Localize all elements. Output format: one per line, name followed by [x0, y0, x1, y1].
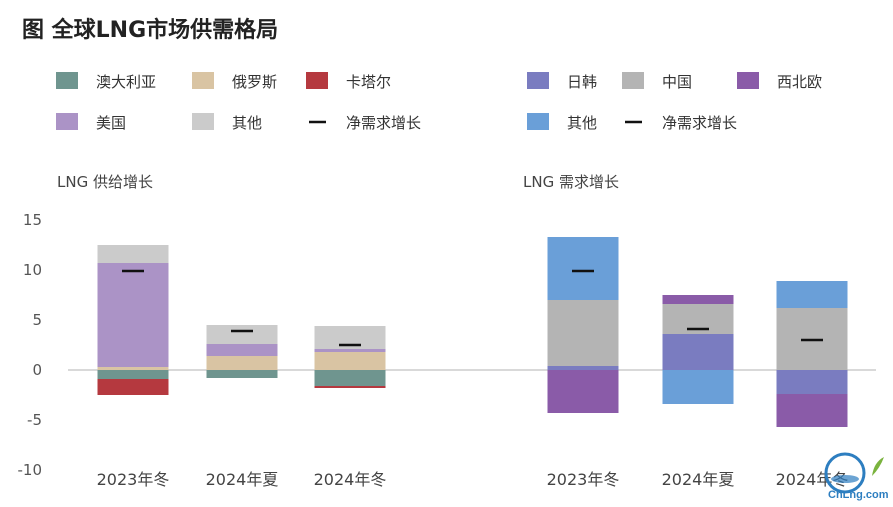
demand-bar-segment [547, 237, 619, 300]
legend-supply-item-label: 卡塔尔 [346, 73, 391, 91]
supply-bar-segment [314, 386, 386, 388]
supply-bar-segment [206, 356, 278, 370]
supply-bar-segment [97, 367, 169, 370]
supply-category-label: 2024年夏 [206, 470, 279, 489]
demand-bar-segment [662, 370, 734, 404]
supply-bar-segment [206, 325, 278, 344]
watermark: CnLng.com [824, 452, 889, 501]
legend-demand-item-swatch [527, 72, 549, 89]
watermark-leaf-icon [872, 457, 884, 476]
legend-demand-item-swatch [737, 72, 759, 89]
legend-demand-item-label: 日韩 [567, 73, 597, 91]
y-tick-label: 5 [32, 311, 42, 329]
y-tick-label: -5 [27, 411, 42, 429]
demand-bar-segment [547, 300, 619, 366]
demand-subtitle: LNG 需求增长 [523, 173, 619, 191]
legend-supply-item-label: 其他 [232, 114, 262, 132]
legend-supply-item-label: 美国 [96, 114, 126, 132]
supply-bar-segment [97, 379, 169, 395]
legend-supply-item-swatch [192, 113, 214, 130]
watermark-wave-icon [831, 475, 859, 483]
legend-supply-item-label: 俄罗斯 [232, 73, 277, 91]
demand-bar-segment [547, 370, 619, 413]
supply-bar-segment [97, 370, 169, 379]
watermark-logo-icon [824, 452, 866, 494]
demand-bar-segment [776, 370, 848, 394]
supply-category-label: 2023年冬 [97, 470, 170, 489]
supply-bar-segment [206, 370, 278, 378]
supply-category-label: 2024年冬 [314, 470, 387, 489]
legend-demand-item-swatch [527, 113, 549, 130]
supply-bar-segment [314, 352, 386, 370]
demand-category-label: 2024年夏 [662, 470, 735, 489]
legend-supply-item-swatch [192, 72, 214, 89]
demand-bar-segment [776, 281, 848, 308]
y-tick-label: 10 [23, 261, 42, 279]
plot-area: -10 -5 0 5 10 15 2023年冬 2024年夏 2024年冬 2023年冬 2024年… [18, 211, 876, 489]
legend-supply-item-label: 澳大利亚 [96, 73, 156, 91]
y-tick-label: 15 [23, 211, 42, 229]
legend-demand-item-label: 西北欧 [777, 73, 822, 91]
demand-bar-segment [776, 394, 848, 427]
demand-bar-segment [662, 334, 734, 370]
chart-title: 图 全球LNG市场供需格局 [22, 17, 278, 43]
legend-demand-item-label: 中国 [662, 73, 692, 91]
demand-bar-segment [547, 366, 619, 370]
legend-supply-item-swatch [306, 72, 328, 89]
y-tick-label: -10 [18, 461, 43, 479]
legend-supply-item-swatch [56, 72, 78, 89]
supply-subtitle: LNG 供给增长 [57, 173, 153, 191]
supply-bar-segment [97, 245, 169, 263]
demand-category-label: 2023年冬 [547, 470, 620, 489]
supply-bar-segment [206, 344, 278, 356]
legend-demand-item-label: 其他 [567, 114, 597, 132]
supply-bar-segment [314, 326, 386, 349]
legend-demand-item-label: 净需求增长 [662, 114, 737, 132]
legend-supply-item-swatch [56, 113, 78, 130]
y-tick-label: 0 [32, 361, 42, 379]
supply-bar-segment [314, 349, 386, 352]
legend-demand-item-swatch [622, 72, 644, 89]
demand-bar-segment [662, 295, 734, 304]
supply-bar-segment [314, 370, 386, 386]
supply-bar-segment [97, 263, 169, 367]
legend-supply-item-label: 净需求增长 [346, 114, 421, 132]
watermark-text: CnLng.com [828, 489, 889, 501]
